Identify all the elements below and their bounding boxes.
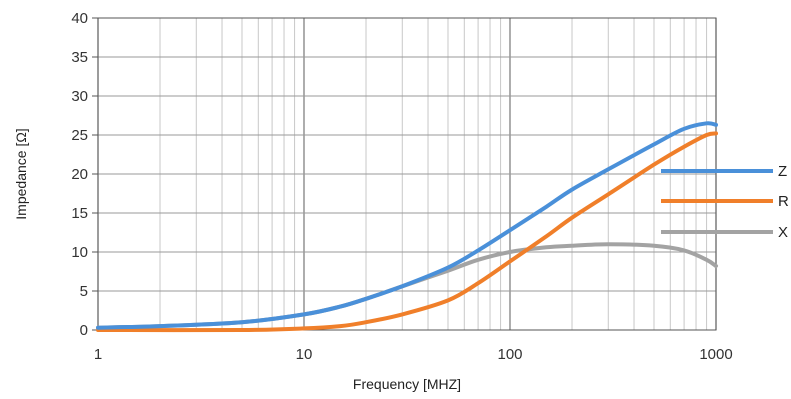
y-tick-label: 10: [71, 244, 88, 261]
y-tick-label: 5: [80, 283, 88, 300]
plot-area-frame: [97, 17, 717, 331]
x-tick-label: 1: [94, 346, 102, 363]
x-tick-label: 100: [497, 346, 522, 363]
y-tick-label: 0: [80, 322, 88, 339]
y-tick-label: 30: [71, 88, 88, 105]
y-tick-label: 40: [71, 10, 88, 27]
y-tick-label: 35: [71, 49, 88, 66]
x-tick-label: 10: [296, 346, 313, 363]
y-tick-label: 20: [71, 166, 88, 183]
series-line-r: [96, 131, 718, 333]
y-axis-tick-labels: 0 5 10 15 20 25 30 35 40: [71, 10, 88, 339]
legend-label-z: Z: [778, 163, 787, 180]
legend-label-x: X: [778, 224, 788, 241]
y-tick-label: 25: [71, 127, 88, 144]
x-tick-label: 1000: [699, 346, 732, 363]
series-lines: [96, 121, 718, 333]
legend: ZRX: [661, 163, 789, 241]
x-axis-title: Frequency [MHZ]: [353, 376, 461, 392]
legend-label-r: R: [778, 193, 789, 210]
x-axis-tick-labels: 1 10 100 1000: [94, 346, 733, 363]
series-line-z: [96, 121, 718, 330]
y-tick-label: 15: [71, 205, 88, 222]
y-axis-title: Impedance [Ω]: [13, 128, 29, 219]
